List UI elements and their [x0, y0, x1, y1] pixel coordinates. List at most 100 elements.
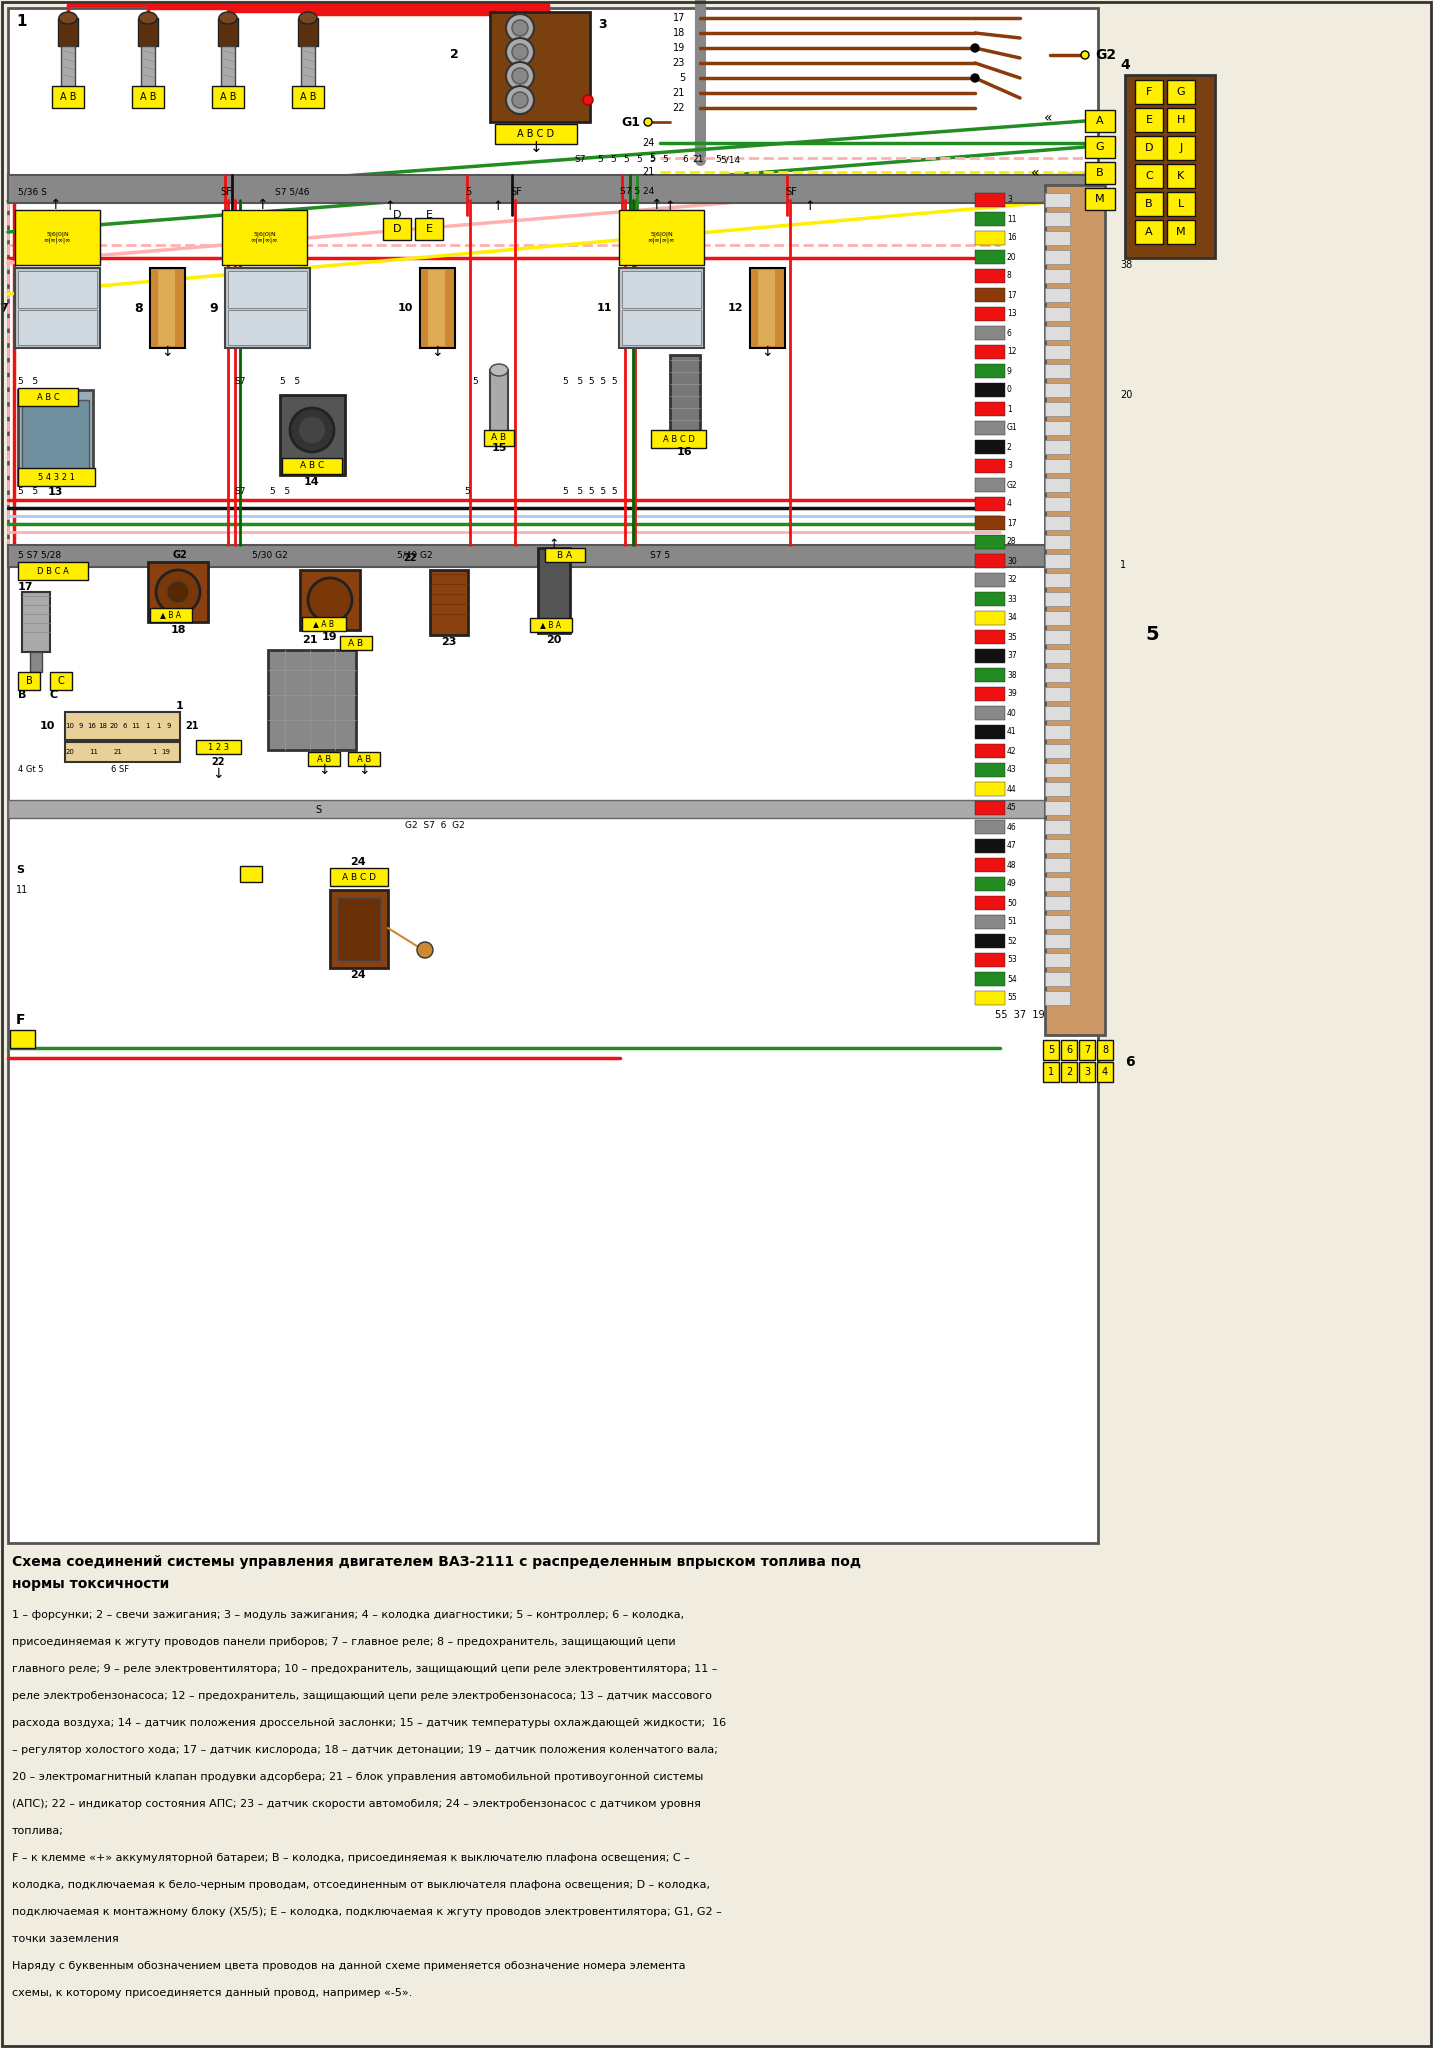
- Bar: [1166, 219, 1195, 244]
- Text: B: B: [1096, 168, 1103, 178]
- Text: – регулятор холостого хода; 17 – датчик кислорода; 18 – датчик детонации; 19 – д: – регулятор холостого хода; 17 – датчик …: [11, 1745, 718, 1755]
- Text: ↓: ↓: [761, 344, 772, 358]
- Bar: [196, 739, 241, 754]
- Bar: [1045, 592, 1070, 606]
- Bar: [225, 268, 310, 348]
- Bar: [64, 741, 181, 762]
- Text: 5: 5: [610, 156, 616, 164]
- Bar: [64, 713, 181, 739]
- Text: S7: S7: [234, 487, 245, 496]
- Bar: [1045, 610, 1070, 625]
- Bar: [974, 383, 1005, 397]
- Text: 11: 11: [16, 885, 29, 895]
- Text: 5/49 G2: 5/49 G2: [397, 551, 433, 559]
- Text: 20: 20: [1121, 389, 1132, 399]
- Bar: [974, 915, 1005, 930]
- Text: 5   5: 5 5: [19, 377, 39, 387]
- Text: 5   5  5  5  5: 5 5 5 5 5: [563, 487, 618, 496]
- Circle shape: [506, 39, 535, 66]
- Text: 12: 12: [1007, 348, 1016, 356]
- Bar: [138, 18, 158, 45]
- Bar: [228, 309, 307, 344]
- Text: 6: 6: [682, 156, 688, 164]
- Bar: [14, 268, 100, 348]
- Text: S7 5/46: S7 5/46: [275, 188, 310, 197]
- Bar: [19, 672, 40, 690]
- Bar: [1045, 991, 1070, 1006]
- Text: A B: A B: [60, 92, 76, 102]
- Bar: [302, 616, 345, 631]
- Bar: [1045, 535, 1070, 549]
- Bar: [1045, 365, 1070, 379]
- Text: ↓: ↓: [358, 764, 370, 776]
- Bar: [1045, 915, 1070, 930]
- Bar: [1045, 268, 1070, 283]
- Bar: [132, 86, 163, 109]
- Text: 6 SF: 6 SF: [110, 766, 129, 774]
- Text: 17: 17: [1007, 291, 1016, 299]
- Bar: [974, 743, 1005, 758]
- Text: 5|6|0|N
∞|∞|∞|∞: 5|6|0|N ∞|∞|∞|∞: [44, 231, 72, 244]
- Bar: [1045, 477, 1070, 492]
- Bar: [221, 45, 235, 90]
- Text: D: D: [1145, 143, 1154, 154]
- Text: «: «: [1043, 111, 1052, 125]
- Bar: [340, 637, 373, 649]
- Bar: [420, 268, 456, 348]
- Bar: [1045, 952, 1070, 967]
- Text: D: D: [393, 223, 401, 233]
- Ellipse shape: [139, 12, 158, 25]
- Ellipse shape: [59, 12, 77, 25]
- Text: 16: 16: [87, 723, 96, 729]
- Text: 7: 7: [1083, 1044, 1091, 1055]
- Bar: [57, 18, 77, 45]
- Bar: [651, 430, 706, 449]
- Circle shape: [512, 92, 527, 109]
- Bar: [301, 45, 315, 90]
- Text: G: G: [1176, 86, 1185, 96]
- Text: 6: 6: [1066, 1044, 1072, 1055]
- Ellipse shape: [299, 12, 317, 25]
- Text: 4 Gt 5: 4 Gt 5: [19, 766, 43, 774]
- Text: 5: 5: [1145, 625, 1159, 645]
- Text: 19: 19: [162, 750, 171, 756]
- Bar: [974, 250, 1005, 264]
- Bar: [1045, 401, 1070, 416]
- Bar: [974, 213, 1005, 225]
- Text: ↑: ↑: [549, 539, 559, 551]
- Text: 1 2 3: 1 2 3: [208, 743, 229, 752]
- Text: 22: 22: [403, 553, 417, 563]
- Bar: [148, 561, 208, 623]
- Bar: [1045, 725, 1070, 739]
- Text: ↓: ↓: [160, 344, 173, 358]
- Text: 35: 35: [1007, 633, 1017, 641]
- Text: 1: 1: [152, 750, 156, 756]
- Circle shape: [417, 942, 433, 958]
- Text: A B: A B: [348, 639, 364, 647]
- Text: ↑: ↑: [665, 201, 675, 213]
- Text: C: C: [57, 676, 64, 686]
- Text: A B C D: A B C D: [517, 129, 555, 139]
- Text: S7: S7: [575, 156, 586, 164]
- Text: 6: 6: [1007, 328, 1012, 338]
- Text: 19: 19: [322, 633, 338, 641]
- Text: ▲ B A: ▲ B A: [160, 610, 182, 618]
- Bar: [1045, 459, 1070, 473]
- Bar: [150, 608, 192, 623]
- Bar: [974, 344, 1005, 358]
- Text: 43: 43: [1007, 766, 1017, 774]
- Text: C: C: [50, 690, 59, 700]
- Text: A B: A B: [140, 92, 156, 102]
- Text: F – к клемме «+» аккумуляторной батареи; B – колодка, присоединяемая к выключате: F – к клемме «+» аккумуляторной батареи;…: [11, 1853, 689, 1864]
- Bar: [428, 270, 446, 346]
- Bar: [974, 686, 1005, 700]
- Text: 5: 5: [649, 154, 655, 164]
- Bar: [330, 868, 388, 887]
- Bar: [1135, 164, 1164, 188]
- Text: 3: 3: [598, 18, 606, 31]
- Bar: [1045, 782, 1070, 797]
- Text: S: S: [16, 864, 24, 874]
- Bar: [530, 618, 572, 633]
- Bar: [974, 668, 1005, 682]
- Text: точки заземления: точки заземления: [11, 1933, 119, 1944]
